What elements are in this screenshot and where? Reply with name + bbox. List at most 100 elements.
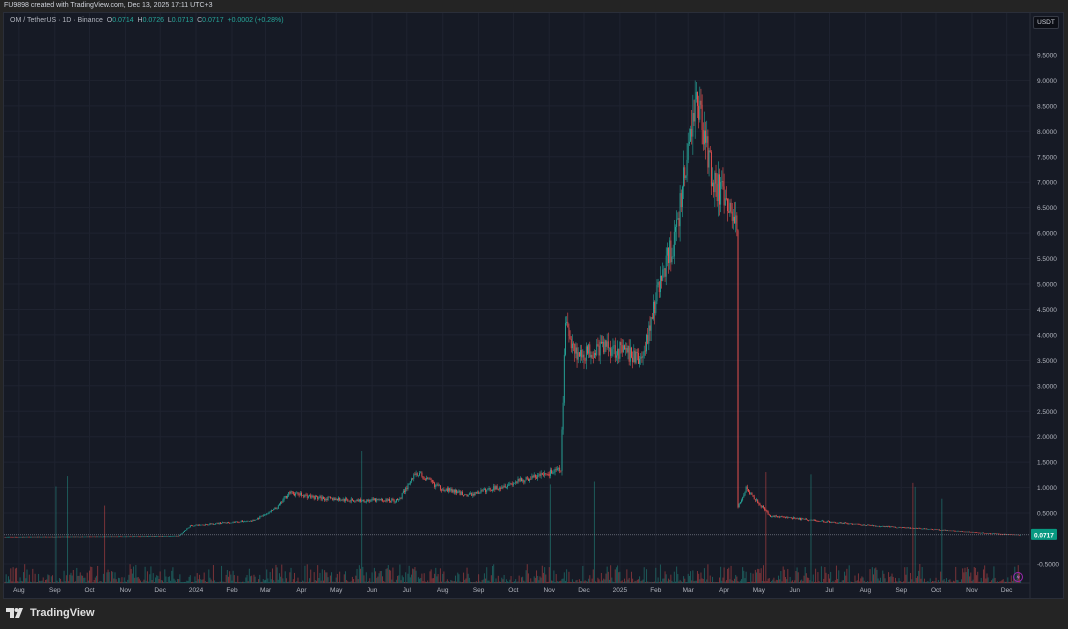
volume-bar [285, 578, 287, 583]
volume-bar [791, 580, 793, 583]
volume-bar [123, 577, 125, 583]
candle-body [136, 536, 138, 538]
candle-body [210, 523, 212, 525]
volume-bar [536, 570, 538, 583]
candle-body [340, 499, 342, 501]
volume-bar [423, 573, 425, 583]
volume-bar [318, 577, 320, 583]
volume-bar [483, 573, 485, 583]
candle-body [107, 536, 109, 538]
candle-body [650, 317, 652, 331]
candle-body [756, 499, 757, 501]
candle-body [486, 489, 488, 493]
volume-bar [5, 574, 7, 583]
candle-body [113, 536, 115, 538]
currency-button[interactable]: USDT [1033, 16, 1059, 29]
volume-bar [870, 581, 872, 583]
candle-body [605, 340, 607, 347]
candle-body [420, 472, 422, 474]
open-value: 0.0714 [112, 17, 134, 24]
volume-bar [911, 579, 913, 583]
candle-body [328, 496, 330, 498]
candle-body [751, 492, 753, 496]
candle-body [508, 484, 510, 486]
volume-bar [90, 566, 92, 583]
candle-body [334, 498, 336, 501]
chart-pane[interactable] [3, 12, 1064, 599]
candle-body [342, 499, 344, 501]
candle-body [439, 485, 441, 490]
candle-body [695, 92, 697, 100]
candle-body [263, 514, 265, 516]
volume-bar [102, 573, 104, 583]
candle-body [52, 536, 53, 538]
volume-bar [67, 476, 69, 583]
candle-body [764, 507, 766, 510]
candle-body [811, 519, 813, 521]
volume-bar [606, 566, 608, 583]
candle-body [395, 498, 397, 502]
volume-bar [183, 581, 185, 583]
candle-body [566, 321, 568, 324]
volume-bar [749, 581, 751, 583]
candle-body [87, 536, 89, 538]
volume-bar [265, 579, 267, 583]
candle-body [896, 527, 898, 529]
volume-bar [300, 581, 302, 583]
volume-bar [641, 580, 643, 583]
volume-bar [917, 576, 919, 583]
candle-body [500, 488, 502, 489]
candle-body [705, 130, 707, 143]
candle-body [767, 511, 769, 515]
candle-body [55, 536, 57, 538]
candle-body [392, 498, 394, 500]
volume-bar [309, 578, 311, 583]
candle-body [761, 505, 763, 508]
candle-body [11, 536, 13, 538]
volume-bar [539, 576, 541, 583]
candle-body [250, 520, 251, 522]
volume-bar [375, 571, 377, 583]
candle-body [300, 492, 302, 496]
volume-bar [810, 474, 812, 583]
volume-bar [622, 581, 624, 583]
volume-bar [488, 580, 490, 583]
volume-bar [129, 564, 131, 583]
volume-bar [611, 577, 613, 583]
candle-body [262, 515, 264, 517]
candle-body [261, 515, 263, 517]
candle-body [362, 499, 364, 502]
candle-body [306, 494, 308, 498]
volume-bar [95, 575, 97, 583]
candle-body [927, 529, 929, 530]
volume-bar [36, 581, 38, 583]
candle-body [42, 536, 44, 538]
volume-bar [756, 572, 758, 583]
candle-body [165, 536, 167, 537]
candle-body [238, 522, 240, 523]
candle-body [794, 517, 796, 519]
candle-body [464, 494, 466, 496]
candle-body [681, 186, 683, 208]
volume-bar [211, 581, 213, 583]
volume-bar [779, 579, 781, 583]
candle-body [456, 489, 458, 494]
volume-bar [723, 567, 725, 583]
candle-body [1000, 533, 1002, 535]
candle-body [692, 113, 694, 137]
candle-body [838, 523, 840, 524]
volume-bar [932, 581, 934, 583]
volume-bar [290, 567, 292, 583]
candle-body [228, 522, 229, 523]
volume-bar [604, 579, 606, 583]
candle-body [683, 167, 685, 187]
volume-bar [511, 581, 513, 583]
volume-bar [438, 581, 440, 583]
candle-body [647, 334, 649, 344]
volume-bar [222, 581, 224, 583]
volume-bar [167, 576, 169, 583]
candle-body [153, 536, 155, 537]
volume-bar [967, 569, 969, 583]
volume-bar [326, 572, 328, 583]
